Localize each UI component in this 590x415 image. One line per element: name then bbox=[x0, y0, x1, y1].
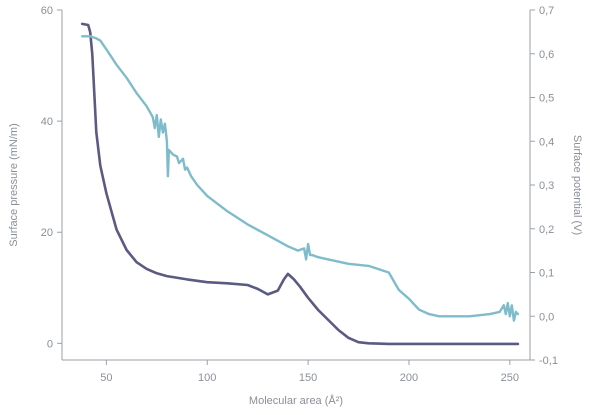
x-tick-label: 200 bbox=[400, 372, 418, 384]
right-y-tick-label: 0,3 bbox=[539, 180, 554, 192]
right-y-axis-title: Surface potential (V) bbox=[571, 135, 583, 235]
left-y-axis-title: Surface pressure (mN/m) bbox=[8, 123, 20, 246]
x-tick-label: 150 bbox=[299, 372, 317, 384]
x-tick-label: 50 bbox=[100, 372, 112, 384]
right-y-tick-label: 0,0 bbox=[539, 311, 554, 323]
axes bbox=[61, 10, 531, 361]
left-y-tick-label: 60 bbox=[41, 5, 53, 17]
right-y-tick-label: 0,4 bbox=[539, 136, 554, 148]
right-y-tick-label: 0,6 bbox=[539, 49, 554, 61]
surface-pressure-series-line bbox=[80, 22, 520, 346]
right-y-tick-label: 0,2 bbox=[539, 224, 554, 236]
left-y-tick-label: 40 bbox=[41, 116, 53, 128]
surface-potential-series-line bbox=[81, 35, 520, 322]
right-y-tick-label: 0,7 bbox=[539, 5, 554, 17]
x-axis-title: Molecular area (Å²) bbox=[249, 394, 343, 407]
left-y-tick-label: 20 bbox=[41, 227, 53, 239]
right-y-ticks: -0,1 0,0 0,1 0,2 0,3 0,4 0,5 0,6 0,7 bbox=[530, 5, 558, 367]
series-group bbox=[80, 22, 520, 346]
right-y-tick-label: -0,1 bbox=[539, 355, 558, 367]
right-y-tick-label: 0,1 bbox=[539, 268, 554, 280]
x-tick-label: 100 bbox=[198, 372, 216, 384]
right-y-tick-label: 0,5 bbox=[539, 93, 554, 105]
left-y-tick-label: 0 bbox=[47, 338, 53, 350]
x-tick-label: 250 bbox=[501, 372, 519, 384]
x-ticks: 50 100 150 200 250 bbox=[100, 360, 519, 384]
left-y-ticks: 0 20 40 60 bbox=[41, 5, 62, 350]
